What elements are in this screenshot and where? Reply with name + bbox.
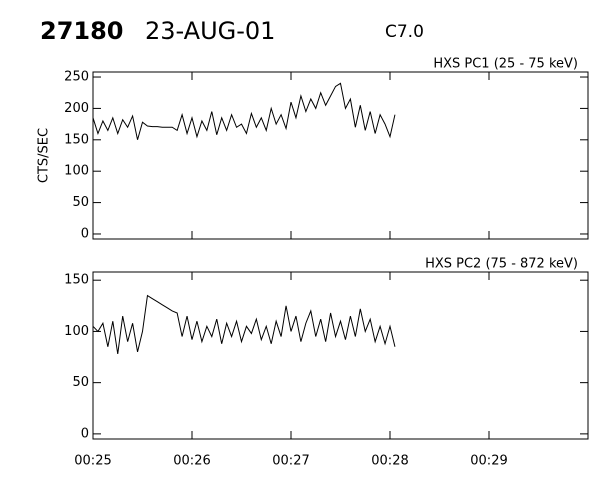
orbit-id: 27180	[40, 17, 124, 45]
y-tick-label: 150	[64, 132, 89, 147]
date: 23-AUG-01	[145, 17, 275, 45]
y-tick-label: 100	[64, 164, 89, 179]
plot-frame	[92, 271, 589, 440]
x-tick-label: 00:25	[74, 454, 111, 469]
y-tick-label: 100	[64, 324, 89, 339]
y-tick-label: 0	[81, 426, 89, 441]
flare-class: C7.0	[385, 22, 424, 42]
y-tick-label: 150	[64, 273, 89, 288]
plot-frame	[92, 71, 589, 240]
y-tick-label: 200	[64, 101, 89, 116]
data-line	[92, 294, 396, 355]
data-line	[92, 82, 396, 140]
x-tick-label: 00:27	[272, 454, 309, 469]
y-tick-label: 50	[72, 375, 89, 390]
x-tick-label: 00:29	[470, 454, 507, 469]
y-tick-label: 0	[81, 226, 89, 241]
y-axis-label: CTS/SEC	[37, 128, 52, 183]
x-tick-label: 00:28	[371, 454, 408, 469]
y-tick-label: 250	[64, 70, 89, 85]
x-tick-label: 00:26	[173, 454, 210, 469]
y-tick-label: 50	[72, 195, 89, 210]
panel-title: HXS PC2 (75 - 872 keV)	[425, 257, 578, 272]
panel-title: HXS PC1 (25 - 75 keV)	[433, 57, 578, 72]
